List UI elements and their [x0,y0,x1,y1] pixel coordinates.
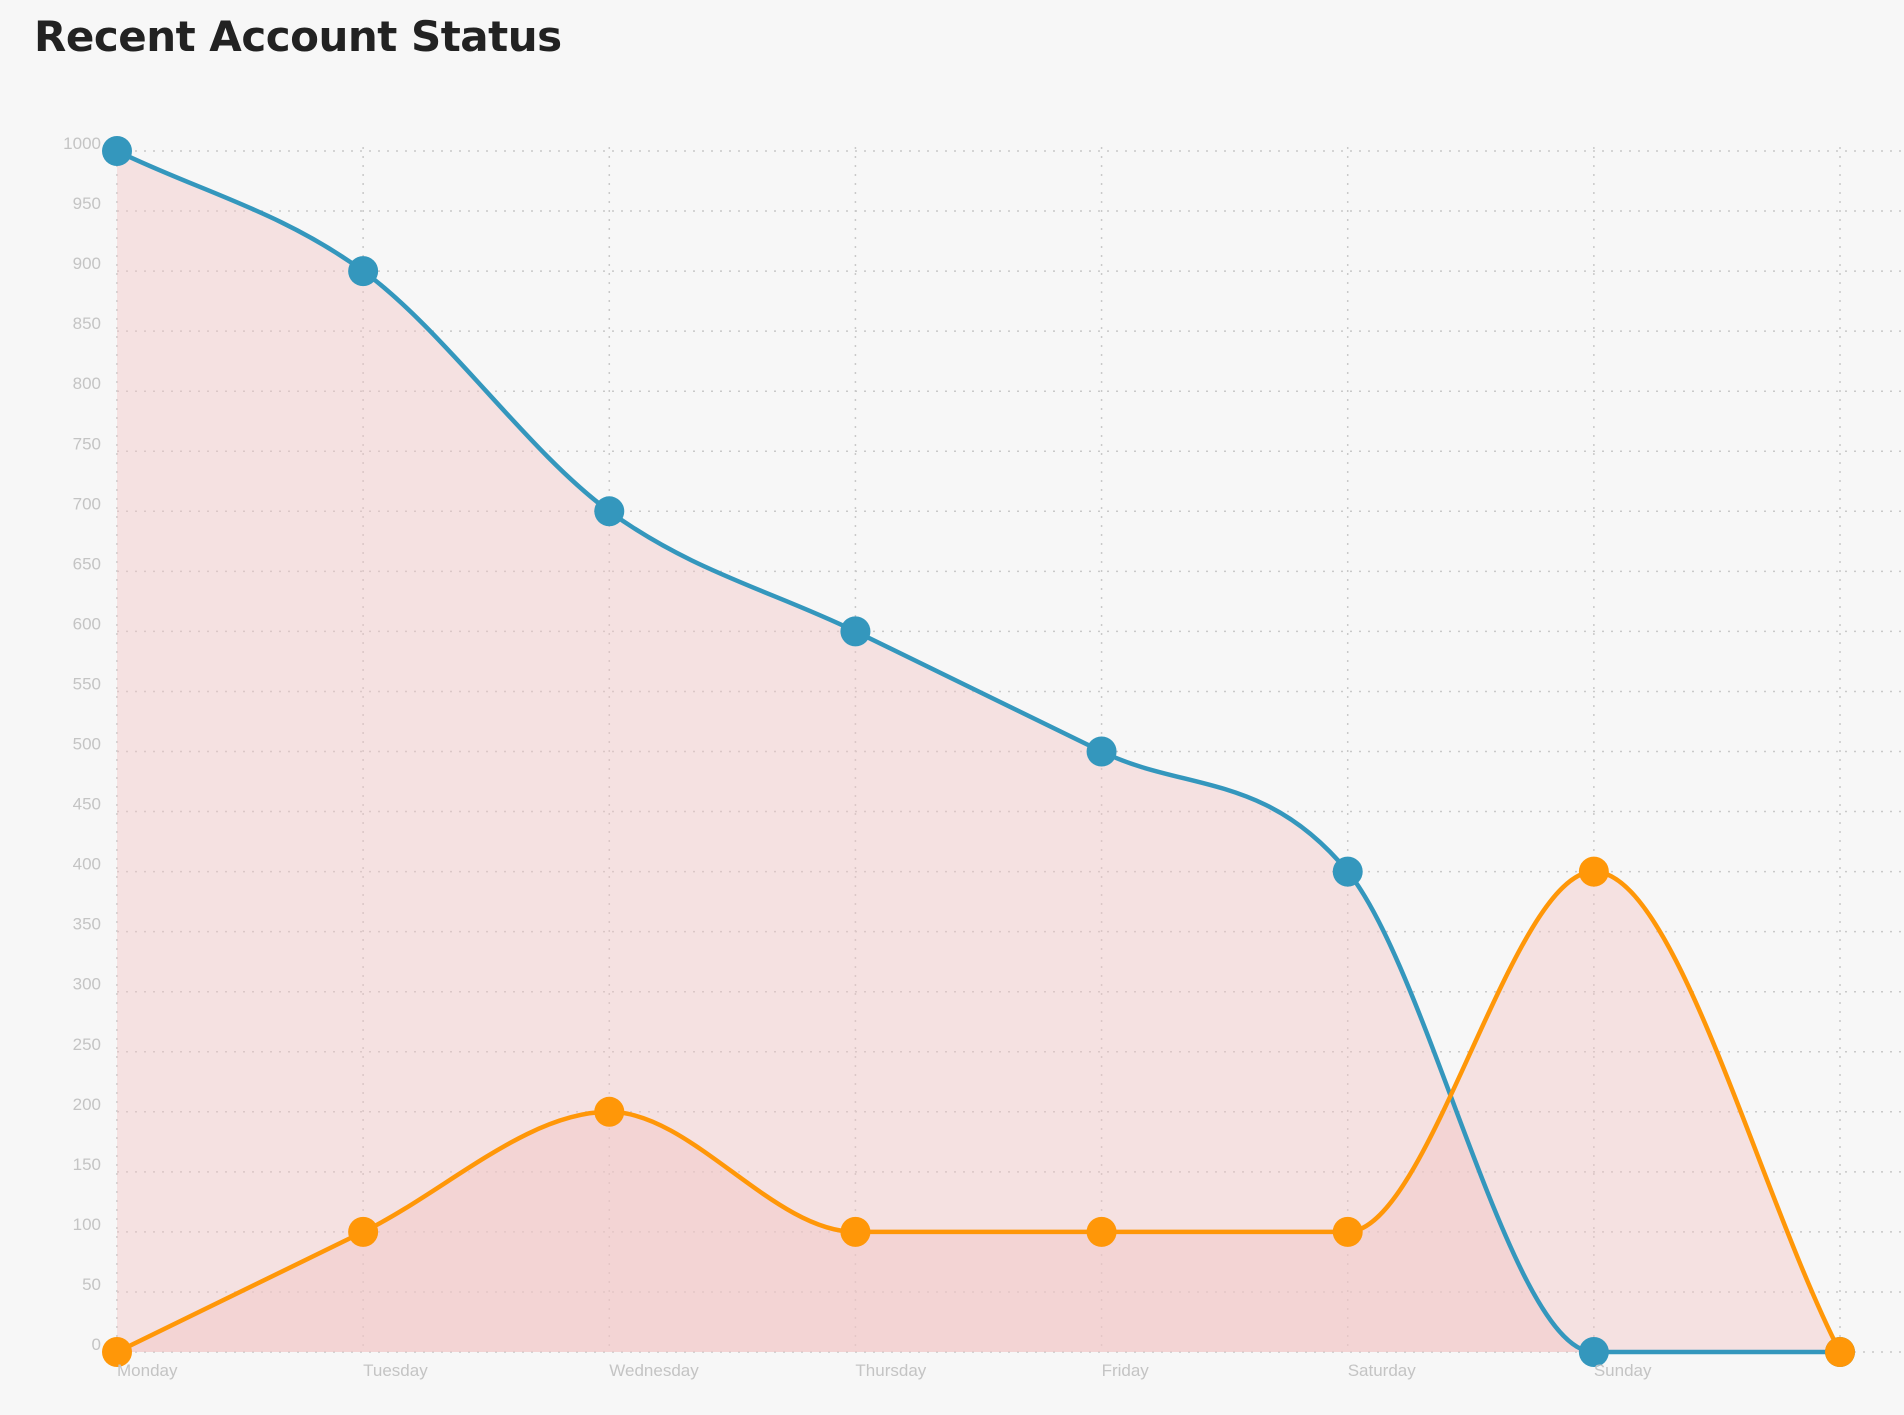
series-0-point-0 [102,136,132,166]
y-tick-label-750: 750 [73,434,101,453]
x-tick-label-4: Friday [1102,1361,1150,1380]
x-tick-label-0: Monday [117,1361,178,1380]
y-tick-label-100: 100 [73,1215,101,1234]
series-0-point-5 [1332,856,1363,887]
y-tick-label-0: 0 [92,1335,101,1354]
series-1-area [117,871,1840,1352]
x-tick-label-5: Saturday [1348,1361,1417,1380]
series-0-point-4 [1086,736,1117,767]
y-tick-label-300: 300 [73,975,101,994]
y-tick-label-600: 600 [73,614,101,633]
y-tick-label-850: 850 [73,314,101,333]
y-tick-label-400: 400 [73,855,101,874]
series-1-point-6 [1578,856,1609,887]
x-tick-label-2: Wednesday [609,1361,699,1380]
y-tick-label-1000: 1000 [63,134,101,153]
y-tick-label-250: 250 [73,1035,101,1054]
y-tick-label-200: 200 [73,1095,101,1114]
y-tick-label-950: 950 [73,194,101,213]
series-1-point-0 [102,1337,132,1367]
x-tick-label-1: Tuesday [363,1361,428,1380]
series-0-point-3 [840,616,871,647]
series-1-point-3 [840,1216,871,1247]
x-tick-label-3: Thursday [855,1361,926,1380]
grid-lines [116,147,1904,1353]
y-tick-label-800: 800 [73,374,101,393]
series-lines [116,148,1843,1355]
series-1-point-7 [1825,1337,1855,1367]
y-tick-label-650: 650 [73,554,101,573]
series-1-point-5 [1332,1216,1363,1247]
x-tick-label-6: Sunday [1594,1361,1652,1380]
chart-title: Recent Account Status [34,12,562,61]
series-1-point-2 [594,1096,625,1127]
x-axis-tick-labels: Monday Tuesday Wednesday Thursday Friday Satu… [117,1361,1652,1380]
series-0-area [117,151,1840,1352]
y-tick-label-150: 150 [73,1155,101,1174]
series-0-line [116,148,1840,1355]
y-axis-tick-labels: 0 50 100 150 200 250 300 350 400 450 500 550 600 650 7… [63,134,101,1354]
series-0-point-1 [348,256,379,287]
y-tick-label-350: 350 [73,915,101,934]
y-tick-label-500: 500 [73,735,101,754]
y-tick-label-550: 550 [73,674,101,693]
series-1-line [116,869,1843,1355]
y-tick-label-900: 900 [73,254,101,273]
y-tick-label-450: 450 [73,795,101,814]
series-1-point-1 [348,1216,379,1247]
series-0-point-6 [1578,1337,1609,1367]
data-points [102,136,1855,1367]
y-tick-label-700: 700 [73,494,101,513]
series-1-point-4 [1086,1216,1117,1247]
series-0-point-2 [594,496,625,527]
area-fills [117,151,1840,1352]
y-tick-label-50: 50 [82,1275,101,1294]
